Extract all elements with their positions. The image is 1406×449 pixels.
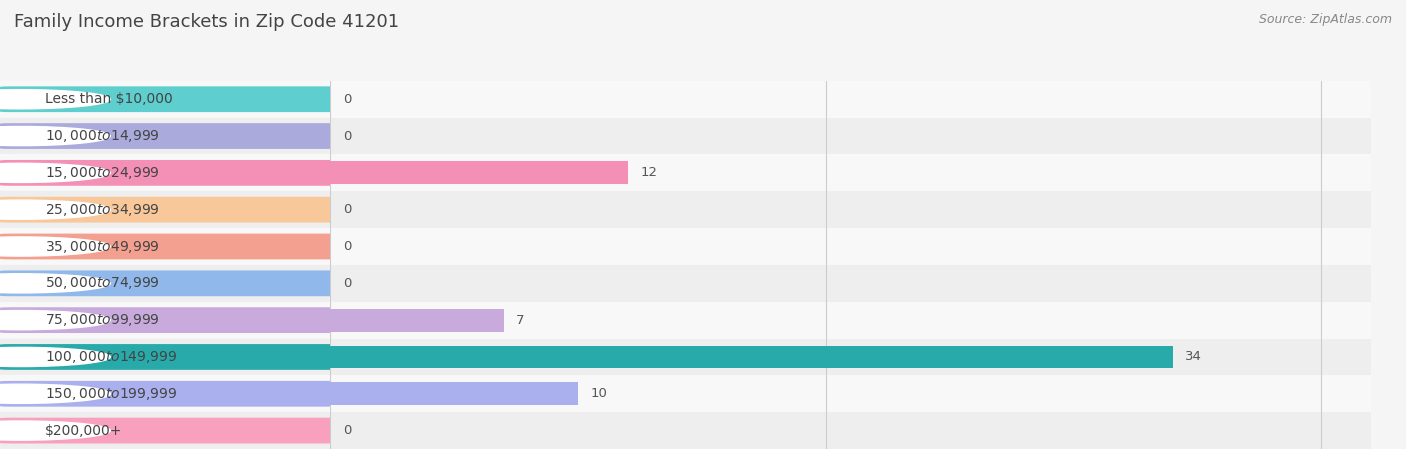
Text: $15,000 to $24,999: $15,000 to $24,999: [45, 165, 159, 181]
Text: 0: 0: [343, 203, 352, 216]
Text: 0: 0: [343, 240, 352, 253]
FancyBboxPatch shape: [0, 160, 352, 186]
FancyBboxPatch shape: [0, 123, 352, 149]
Text: 10: 10: [591, 387, 607, 400]
Text: $75,000 to $99,999: $75,000 to $99,999: [45, 312, 159, 328]
FancyBboxPatch shape: [0, 418, 352, 444]
Circle shape: [0, 200, 110, 219]
FancyBboxPatch shape: [0, 344, 352, 370]
FancyBboxPatch shape: [0, 233, 352, 260]
Circle shape: [0, 90, 110, 109]
Bar: [0, 154, 517, 191]
Bar: [330, 412, 1371, 449]
Bar: [330, 383, 578, 405]
Text: 0: 0: [343, 93, 352, 106]
FancyBboxPatch shape: [0, 270, 352, 296]
Bar: [0, 412, 517, 449]
FancyBboxPatch shape: [0, 86, 352, 112]
Text: $150,000 to $199,999: $150,000 to $199,999: [45, 386, 177, 402]
Bar: [0, 302, 517, 339]
Bar: [330, 162, 627, 184]
Text: 0: 0: [343, 130, 352, 142]
Text: 34: 34: [1185, 351, 1202, 363]
Bar: [0, 228, 517, 265]
Text: Family Income Brackets in Zip Code 41201: Family Income Brackets in Zip Code 41201: [14, 13, 399, 31]
Bar: [0, 118, 517, 154]
Circle shape: [0, 237, 110, 256]
Text: $25,000 to $34,999: $25,000 to $34,999: [45, 202, 159, 218]
Bar: [330, 375, 1371, 412]
Bar: [330, 191, 1371, 228]
Bar: [0, 339, 517, 375]
Bar: [330, 302, 1371, 339]
Bar: [0, 191, 517, 228]
Bar: [330, 265, 1371, 302]
Circle shape: [0, 163, 110, 182]
Circle shape: [0, 311, 110, 330]
Text: $200,000+: $200,000+: [45, 423, 122, 438]
FancyBboxPatch shape: [0, 197, 352, 223]
Circle shape: [0, 421, 110, 440]
Circle shape: [0, 384, 110, 403]
Text: $35,000 to $49,999: $35,000 to $49,999: [45, 238, 159, 255]
Bar: [0, 81, 517, 118]
Circle shape: [0, 127, 110, 145]
FancyBboxPatch shape: [0, 307, 352, 333]
Text: 12: 12: [640, 167, 657, 179]
Circle shape: [0, 348, 110, 366]
Bar: [330, 228, 1371, 265]
Text: $50,000 to $74,999: $50,000 to $74,999: [45, 275, 159, 291]
Text: Less than $10,000: Less than $10,000: [45, 92, 173, 106]
Bar: [0, 375, 517, 412]
Bar: [330, 154, 1371, 191]
Bar: [330, 346, 1173, 368]
Circle shape: [0, 274, 110, 293]
Text: Source: ZipAtlas.com: Source: ZipAtlas.com: [1258, 13, 1392, 26]
Text: 7: 7: [516, 314, 524, 326]
Text: 0: 0: [343, 424, 352, 437]
Text: 0: 0: [343, 277, 352, 290]
Text: $100,000 to $149,999: $100,000 to $149,999: [45, 349, 177, 365]
Bar: [330, 118, 1371, 154]
Text: $10,000 to $14,999: $10,000 to $14,999: [45, 128, 159, 144]
Bar: [330, 81, 1371, 118]
Bar: [330, 309, 503, 331]
FancyBboxPatch shape: [0, 381, 352, 407]
Bar: [330, 339, 1371, 375]
Bar: [0, 265, 517, 302]
